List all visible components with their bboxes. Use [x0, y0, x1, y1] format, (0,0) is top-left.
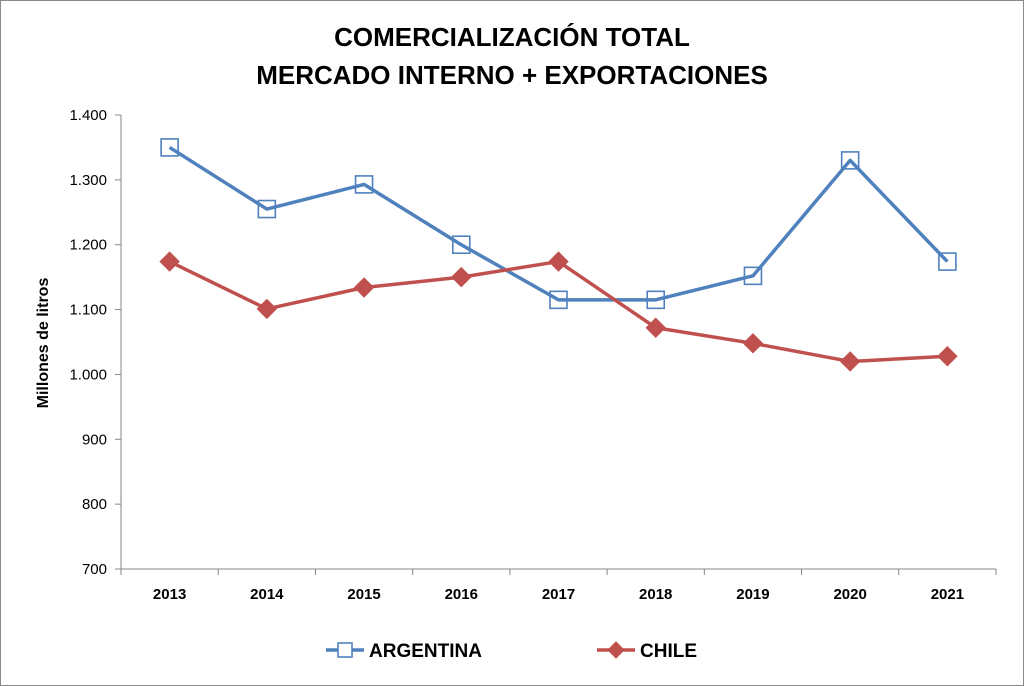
data-point-argentina — [646, 290, 666, 310]
data-point-chile — [353, 277, 375, 298]
legend-item-argentina: ARGENTINA — [326, 641, 482, 662]
series-chile — [159, 251, 958, 372]
y-axis-label: Millones de litros — [35, 278, 52, 409]
data-point-argentina — [549, 290, 568, 310]
data-point-argentina — [938, 252, 957, 271]
legend-item-chile: CHILE — [597, 641, 697, 662]
data-point-argentina — [451, 235, 471, 255]
chart-title-line-2: MERCADO INTERNO + EXPORTACIONES — [256, 60, 768, 90]
legend-label: ARGENTINA — [369, 641, 482, 662]
series-line-argentina — [168, 145, 949, 302]
x-tick-label: 2013 — [153, 586, 186, 603]
legend-swatch-marker — [337, 642, 353, 658]
series-argentina — [160, 138, 957, 310]
data-point-chile — [839, 351, 861, 372]
data-point-chile — [159, 251, 180, 272]
legend-label: CHILE — [640, 641, 697, 662]
y-tick-label: 1.200 — [69, 237, 107, 254]
data-point-chile — [742, 333, 764, 354]
y-tick-label: 1.300 — [69, 172, 107, 189]
legend: ARGENTINA CHILE — [326, 641, 697, 662]
x-tick-label: 2015 — [347, 586, 380, 603]
series-line-chile — [168, 259, 948, 364]
data-point-argentina — [743, 266, 763, 286]
x-tick-label: 2018 — [639, 586, 672, 603]
data-point-chile — [937, 346, 958, 367]
data-point-argentina — [840, 151, 860, 170]
legend-swatch-marker — [607, 641, 625, 659]
y-tick-label: 900 — [82, 431, 107, 448]
axes: 700 800 900 1.000 1.100 1.200 1.300 1.400 2013 20… — [69, 107, 997, 603]
x-tick-label: 2020 — [833, 586, 866, 603]
y-tick-label: 1.400 — [69, 107, 107, 124]
data-point-argentina — [160, 138, 179, 157]
x-tick-label: 2017 — [542, 586, 575, 603]
y-tick-label: 800 — [82, 496, 107, 513]
data-point-chile — [548, 251, 569, 272]
data-point-argentina — [257, 199, 277, 219]
x-tick-label: 2019 — [736, 586, 769, 603]
data-point-chile — [451, 266, 472, 288]
chart-title-line-1: COMERCIALIZACIÓN TOTAL — [334, 22, 690, 52]
y-tick-label: 1.000 — [69, 366, 107, 383]
x-tick-label: 2021 — [931, 586, 964, 603]
series-layer — [159, 138, 958, 372]
data-point-chile — [256, 298, 278, 320]
x-tick-label: 2016 — [445, 586, 478, 603]
y-tick-label: 700 — [82, 561, 107, 578]
data-point-chile — [645, 317, 666, 338]
x-tick-label: 2014 — [250, 586, 284, 603]
y-tick-label: 1.100 — [69, 302, 107, 319]
data-point-argentina — [354, 175, 374, 194]
